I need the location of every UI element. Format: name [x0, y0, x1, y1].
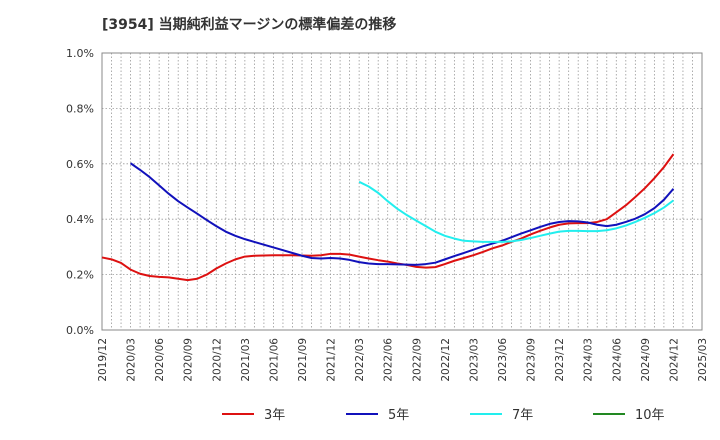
x-tick-label: 2021/03: [240, 338, 252, 382]
x-tick-label: 2020/12: [211, 338, 223, 382]
y-tick-label: 0.4%: [66, 213, 94, 226]
x-tick-label: 2020/03: [126, 338, 138, 382]
x-tick-label: 2021/12: [326, 338, 338, 382]
legend-item: 7年: [470, 408, 533, 423]
legend-label: 10年: [635, 408, 665, 423]
legend-label: 3年: [264, 408, 285, 423]
series-lines: [101, 153, 675, 282]
x-tick-label: 2023/06: [497, 338, 509, 382]
legend: 3年 5年 7年 10年: [222, 408, 665, 423]
x-tick-label: 2020/06: [154, 338, 166, 382]
grid: [102, 53, 702, 330]
y-tick-label: 0.0%: [66, 324, 94, 337]
x-tick-label: 2020/09: [183, 338, 195, 382]
legend-label: 5年: [388, 408, 409, 423]
y-tick-label: 1.0%: [66, 47, 94, 60]
x-tick-label: 2022/12: [440, 338, 452, 382]
x-tick-label: 2025/03: [697, 338, 709, 382]
y-tick-label: 0.2%: [66, 269, 94, 282]
series-line: [129, 162, 675, 266]
y-tick-label: 0.6%: [66, 158, 94, 171]
x-axis: 2019/12 2020/03 2020/06 2020/09 2020/12 2021/…: [97, 338, 709, 382]
x-tick-label: 2023/09: [526, 338, 538, 382]
x-tick-label: 2024/09: [640, 338, 652, 382]
y-tick-label: 0.8%: [66, 102, 94, 115]
series-line: [101, 153, 675, 282]
x-tick-label: 2022/03: [354, 338, 366, 382]
plot-area: [101, 52, 703, 331]
x-tick-label: 2021/06: [268, 338, 280, 382]
x-tick-label: 2022/06: [383, 338, 395, 382]
y-axis: 0.0% 0.2% 0.4% 0.6% 0.8% 1.0%: [66, 47, 94, 337]
x-tick-label: 2023/12: [554, 338, 566, 382]
legend-item: 5年: [346, 408, 409, 423]
legend-item: 10年: [593, 408, 665, 423]
legend-label: 7年: [512, 408, 533, 423]
x-tick-label: 2023/03: [468, 338, 480, 382]
legend-item: 3年: [222, 408, 285, 423]
x-tick-label: 2021/09: [297, 338, 309, 382]
x-tick-label: 2024/06: [611, 338, 623, 382]
x-tick-label: 2024/03: [583, 338, 595, 382]
x-tick-label: 2024/12: [668, 338, 680, 382]
x-tick-label: 2022/09: [411, 338, 423, 382]
chart-title: [3954] 当期純利益マージンの標準偏差の推移: [102, 16, 396, 33]
x-tick-label: 2019/12: [97, 338, 109, 382]
series-line: [358, 180, 675, 243]
